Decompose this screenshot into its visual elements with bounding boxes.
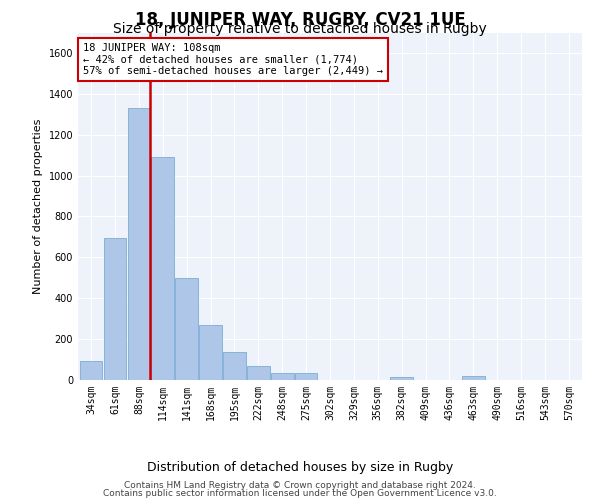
Text: 18, JUNIPER WAY, RUGBY, CV21 1UE: 18, JUNIPER WAY, RUGBY, CV21 1UE — [134, 11, 466, 29]
Text: Contains public sector information licensed under the Open Government Licence v3: Contains public sector information licen… — [103, 490, 497, 498]
Bar — [128, 108, 150, 380]
Text: Size of property relative to detached houses in Rugby: Size of property relative to detached ho… — [113, 22, 487, 36]
Bar — [223, 352, 246, 380]
Bar — [175, 278, 198, 380]
Bar — [462, 376, 485, 380]
Bar — [391, 377, 413, 380]
Text: Contains HM Land Registry data © Crown copyright and database right 2024.: Contains HM Land Registry data © Crown c… — [124, 480, 476, 490]
Y-axis label: Number of detached properties: Number of detached properties — [33, 118, 43, 294]
Bar — [151, 157, 174, 380]
Text: Distribution of detached houses by size in Rugby: Distribution of detached houses by size … — [147, 461, 453, 474]
Bar — [104, 238, 127, 380]
Bar — [247, 366, 269, 380]
Bar — [271, 374, 293, 380]
Bar — [295, 373, 317, 380]
Bar — [80, 360, 103, 380]
Text: 18 JUNIPER WAY: 108sqm
← 42% of detached houses are smaller (1,774)
57% of semi-: 18 JUNIPER WAY: 108sqm ← 42% of detached… — [83, 43, 383, 76]
Bar — [199, 325, 222, 380]
